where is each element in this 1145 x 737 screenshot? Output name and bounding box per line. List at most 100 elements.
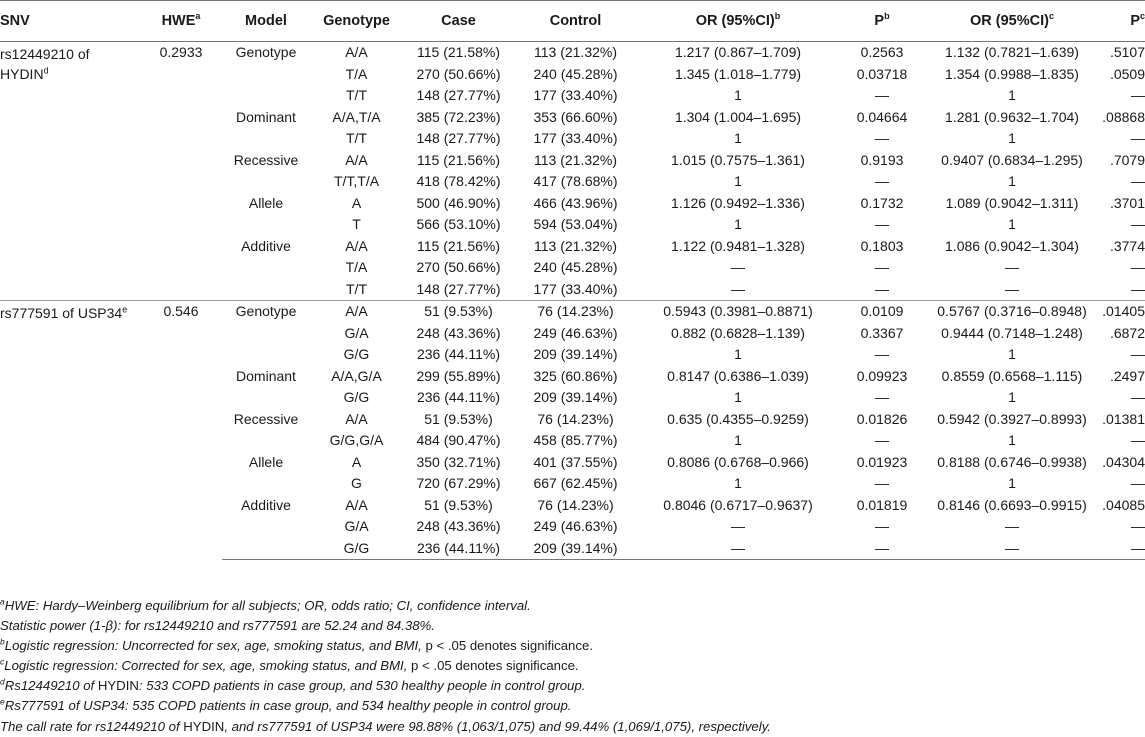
table-row: Additive A/A 51 (9.53%) 76 (14.23%) 0.8046 (… [0,495,1145,517]
cell-control: 417 (78.68%) [533,173,618,190]
cell-model: Genotype [222,300,310,323]
cell-model [222,171,310,193]
table-row: Additive A/A 115 (21.56%) 113 (21.32%) 1.122… [0,236,1145,258]
cell-p-corrected: .5107 [1109,44,1145,61]
cell-or-corrected: 1 [1008,87,1016,104]
cell-control: 667 (62.45%) [533,475,618,492]
cell-genotype: A/A,T/A [332,108,381,125]
cell-control: 209 (39.14%) [533,346,618,363]
cell-p-corrected: .3774 [1109,237,1145,254]
cell-control: 209 (39.14%) [514,537,637,560]
header-or-uncorrected: OR (95%CI)b [637,0,839,42]
cell-p-corrected: .3701 [1109,194,1145,211]
cell-p-uncorrected: 0.2563 [860,44,904,61]
table-row: T/T 148 (27.77%) 177 (33.40%) 1 — 1 — [0,85,1145,107]
cell-p-corrected: .08868 [1102,108,1145,125]
cell-hwe: 0.546 [140,300,222,560]
cell-case: 248 (43.36%) [416,324,501,341]
cell-p-corrected: .6872 [1109,324,1145,341]
cell-p-uncorrected: — [875,346,889,363]
cell-control: 594 (53.04%) [533,216,618,233]
cell-p-corrected: .2497 [1109,367,1145,384]
cell-p-corrected: — [1099,537,1145,560]
table-row: G/A 248 (43.36%) 249 (46.63%) — — — — [0,516,1145,538]
cell-case: 148 (27.77%) [416,87,501,104]
cell-genotype: A/A [345,44,368,61]
cell-p-corrected: .01405 [1099,300,1145,323]
cell-genotype: G/G [343,346,370,363]
cell-p-uncorrected: 0.1803 [860,237,904,254]
cell-snv: rs777591 of USP34e [0,300,140,560]
footnotes: aHWE: Hardy–Weinberg equilibrium for all… [0,596,1145,737]
cell-control: 240 (45.28%) [533,259,618,276]
cell-p-corrected: .7079 [1109,151,1145,168]
cell-or-uncorrected: 1.217 (0.867–1.709) [674,44,802,61]
cell-genotype: G/A [344,518,369,535]
table-row: Recessive A/A 115 (21.56%) 113 (21.32%) 1.01… [0,150,1145,172]
cell-case: 51 (9.53%) [403,300,514,323]
cell-or-uncorrected: 0.882 (0.6828–1.139) [671,324,805,341]
cell-or-uncorrected: 0.8147 (0.6386–1.039) [667,367,809,384]
header-control: Control [514,0,637,42]
cell-case: 148 (27.77%) [416,280,501,297]
cell-genotype: G [351,475,362,492]
cell-or-corrected: 0.5767 (0.3716–0.8948) [925,300,1099,323]
cell-p-uncorrected: 0.04664 [856,108,908,125]
cell-case: 350 (32.71%) [416,453,501,470]
cell-genotype: G/A [344,324,369,341]
cell-genotype: T/T,T/A [333,173,380,190]
cell-control: 325 (60.86%) [533,367,618,384]
cell-or-uncorrected: 1 [734,87,742,104]
header-model: Model [222,0,310,42]
header-case: Case [403,0,514,42]
cell-p-uncorrected: — [875,216,889,233]
cell-or-corrected: 0.8146 (0.6693–0.9915) [937,496,1087,513]
cell-or-uncorrected: 1.345 (1.018–1.779) [674,65,802,82]
footnote-b: bLogistic regression: Uncorrected for se… [0,636,593,654]
cell-or-uncorrected: 1 [734,130,742,147]
cell-or-corrected: 1 [1008,130,1016,147]
cell-model [222,430,310,452]
cell-model [222,279,310,301]
cell-model [222,64,310,86]
cell-model: Dominant [236,367,296,384]
cell-case: 115 (21.56%) [416,237,500,254]
cell-case: 566 (53.10%) [416,216,501,233]
cell-p-corrected: .01381 [1102,410,1145,427]
cell-p-corrected: .0509 [1109,65,1145,82]
cell-control: 113 (21.32%) [533,237,617,254]
cell-or-uncorrected: — [731,259,745,276]
cell-model [222,537,310,560]
cell-or-uncorrected: 1 [734,346,742,363]
cell-or-corrected: 1 [1008,432,1016,449]
cell-control: 466 (43.96%) [533,194,618,211]
cell-genotype: A/A [345,410,368,427]
cell-control: 458 (85.77%) [533,432,618,449]
cell-or-uncorrected: 1 [734,389,742,406]
cell-or-corrected: 1 [1008,216,1016,233]
cell-or-uncorrected: — [637,537,839,560]
cell-p-uncorrected: 0.01819 [856,496,908,513]
cell-p-corrected: .04085 [1102,496,1145,513]
cell-p-uncorrected: — [875,87,889,104]
cell-genotype: T/A [345,65,368,82]
cell-case: 51 (9.53%) [424,410,493,427]
cell-or-uncorrected: 0.8046 (0.6717–0.9637) [663,496,813,513]
cell-control: 177 (33.40%) [533,130,618,147]
header-or-corrected: OR (95%CI)c [925,0,1099,42]
cell-model: Additive [241,237,291,254]
cell-or-corrected: — [1005,259,1019,276]
cell-p-uncorrected: 0.0109 [839,300,925,323]
cell-or-uncorrected: 1.304 (1.004–1.695) [674,108,802,125]
cell-case: 148 (27.77%) [416,130,501,147]
cell-p-corrected: — [1131,475,1145,492]
cell-or-corrected: 1 [1008,346,1016,363]
cell-case: 270 (50.66%) [416,259,501,276]
table-row: T/T,T/A 418 (78.42%) 417 (78.68%) 1 — 1 — [0,171,1145,193]
cell-p-uncorrected: 0.03718 [856,65,908,82]
footnote-call-rate: The call rate for rs12449210 of HYDIN, a… [0,718,771,734]
cell-p-corrected: — [1131,259,1145,276]
cell-model [222,128,310,150]
cell-genotype: A/A [345,237,368,254]
cell-p-uncorrected: 0.9193 [860,151,904,168]
